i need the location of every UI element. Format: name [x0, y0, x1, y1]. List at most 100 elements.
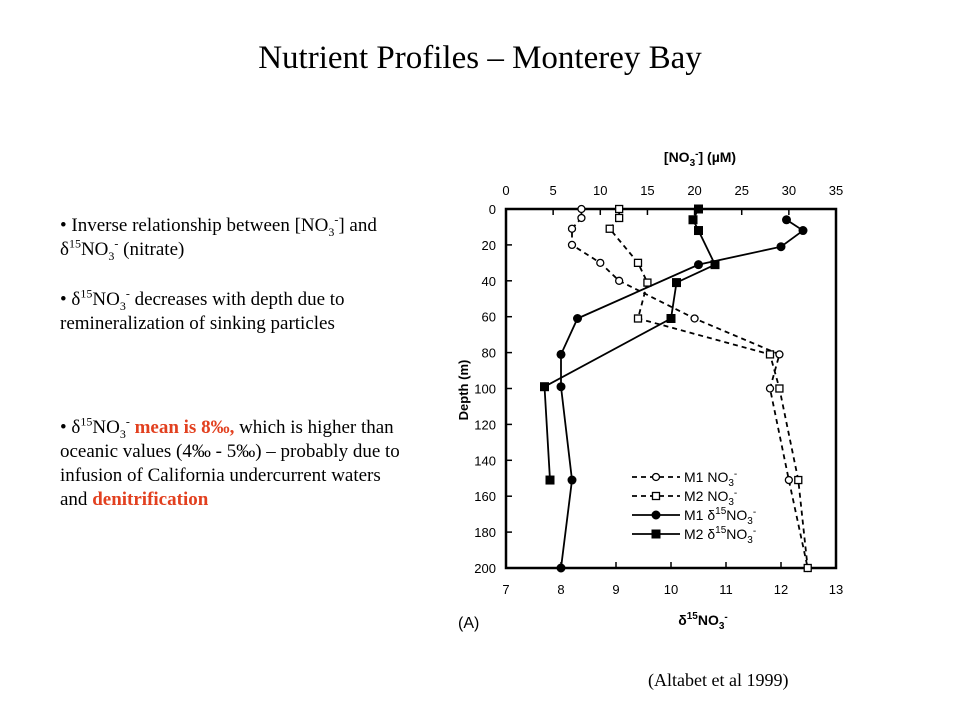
superscript: - — [114, 236, 119, 251]
top-tick-label: 20 — [687, 183, 701, 198]
legend-marker — [651, 510, 661, 520]
delta-symbol: δ — [71, 417, 81, 438]
y-tick-label: 100 — [474, 382, 496, 397]
series-line-1 — [571, 209, 809, 569]
data-point — [633, 314, 643, 323]
top-tick-label: 0 — [502, 183, 509, 198]
bullet-text: ] and — [338, 215, 377, 236]
y-tick-label: 60 — [482, 310, 496, 325]
bullet-text: Inverse relationship between [NO — [71, 215, 329, 236]
bullet-text: which is higher than oceanic values (4‰ … — [60, 417, 400, 510]
data-point — [545, 475, 555, 485]
panel-label: (A) — [458, 615, 479, 632]
top-tick-label: 10 — [593, 183, 607, 198]
subscript: 3 — [119, 298, 126, 313]
data-point — [775, 384, 784, 393]
superscript: - — [334, 212, 339, 227]
y-tick-label: 20 — [482, 238, 496, 253]
data-point — [556, 563, 566, 573]
subscript: 3 — [108, 248, 115, 263]
bullet-text: (nitrate) — [118, 239, 185, 260]
data-point — [567, 475, 577, 485]
data-point — [577, 213, 586, 223]
data-point — [765, 384, 775, 393]
y-tick-label: 40 — [482, 274, 496, 289]
data-point — [672, 278, 681, 288]
superscript: 15 — [80, 414, 93, 429]
bullet-text: NO — [92, 417, 120, 438]
highlight-text: denitrification — [92, 489, 209, 510]
top-tick-label: 35 — [829, 183, 843, 198]
subscript: 3 — [328, 224, 335, 239]
bullet-text: NO — [80, 239, 109, 260]
data-point — [694, 204, 703, 214]
legend-label: M2 NO3- — [684, 488, 737, 508]
delta-symbol: δ — [60, 239, 69, 260]
data-point — [605, 224, 614, 233]
bullet-mean-value: • δ15NO3- mean is 8‰, which is higher th… — [60, 414, 400, 510]
bottom-tick-label: 7 — [502, 582, 509, 597]
data-point — [614, 213, 624, 223]
bullet-decreases-with-depth: • δ15NO3- decreases with depth due to re… — [60, 286, 345, 334]
bullet-text: NO — [92, 289, 120, 310]
bottom-tick-label: 12 — [774, 582, 788, 597]
data-point — [694, 226, 703, 236]
superscript: 15 — [68, 236, 81, 251]
data-point — [803, 563, 812, 573]
data-point — [798, 226, 808, 236]
superscript: 15 — [80, 286, 93, 301]
y-tick-label: 180 — [474, 525, 496, 540]
y-axis-title: Depth (m) — [456, 360, 471, 421]
bottom-tick-label: 11 — [719, 582, 733, 597]
bottom-tick-label: 8 — [557, 582, 564, 597]
data-point — [690, 314, 699, 323]
bullet-text: decreases with depth due to remineraliza… — [60, 289, 345, 334]
data-point — [614, 204, 624, 214]
series-line-2 — [608, 209, 809, 569]
top-axis-title: [NO3-] (µM) — [664, 149, 736, 169]
data-point — [784, 475, 794, 485]
plot-area: 0 5 10 15 20 25 30 35 7 8 9 10 11 12 13 0 20 40 60 80 100 120… — [474, 183, 843, 597]
delta-symbol: δ — [71, 289, 81, 310]
data-point — [688, 215, 698, 225]
data-point — [765, 350, 775, 359]
superscript: - — [125, 414, 130, 429]
series-line-3 — [560, 219, 805, 569]
legend-marker — [651, 472, 661, 482]
data-point — [694, 260, 703, 270]
data-point — [643, 278, 652, 287]
data-point — [614, 276, 624, 285]
data-point — [567, 224, 577, 233]
data-point — [782, 215, 791, 225]
data-point — [794, 475, 803, 485]
y-tick-label: 120 — [474, 417, 496, 432]
legend-marker — [651, 491, 661, 501]
highlight-text: mean is 8‰, — [129, 417, 235, 438]
series-line-4 — [543, 208, 717, 481]
data-point — [540, 382, 549, 392]
data-point — [596, 258, 605, 268]
data-point — [633, 258, 643, 268]
superscript: - — [125, 286, 130, 301]
data-point — [710, 260, 720, 270]
bottom-axis-title: δ15NO3- — [678, 611, 728, 632]
y-tick-label: 140 — [474, 453, 496, 468]
data-point — [577, 204, 586, 214]
data-point — [556, 349, 566, 359]
legend-marker — [651, 529, 661, 539]
legend-label: M2 δ15NO3- — [684, 525, 756, 546]
data-point — [567, 240, 577, 250]
bottom-tick-label: 13 — [829, 582, 843, 597]
bottom-tick-label: 10 — [664, 582, 678, 597]
slide-title: Nutrient Profiles – Monterey Bay — [258, 40, 702, 76]
data-point — [776, 242, 786, 252]
y-tick-label: 160 — [474, 489, 496, 504]
data-point — [556, 382, 566, 392]
data-point — [775, 350, 784, 359]
y-tick-label: 80 — [482, 346, 496, 361]
top-tick-label: 5 — [550, 183, 557, 198]
y-tick-label: 200 — [474, 561, 496, 576]
legend-label: M1 δ15NO3- — [684, 506, 756, 527]
subscript: 3 — [119, 426, 126, 441]
